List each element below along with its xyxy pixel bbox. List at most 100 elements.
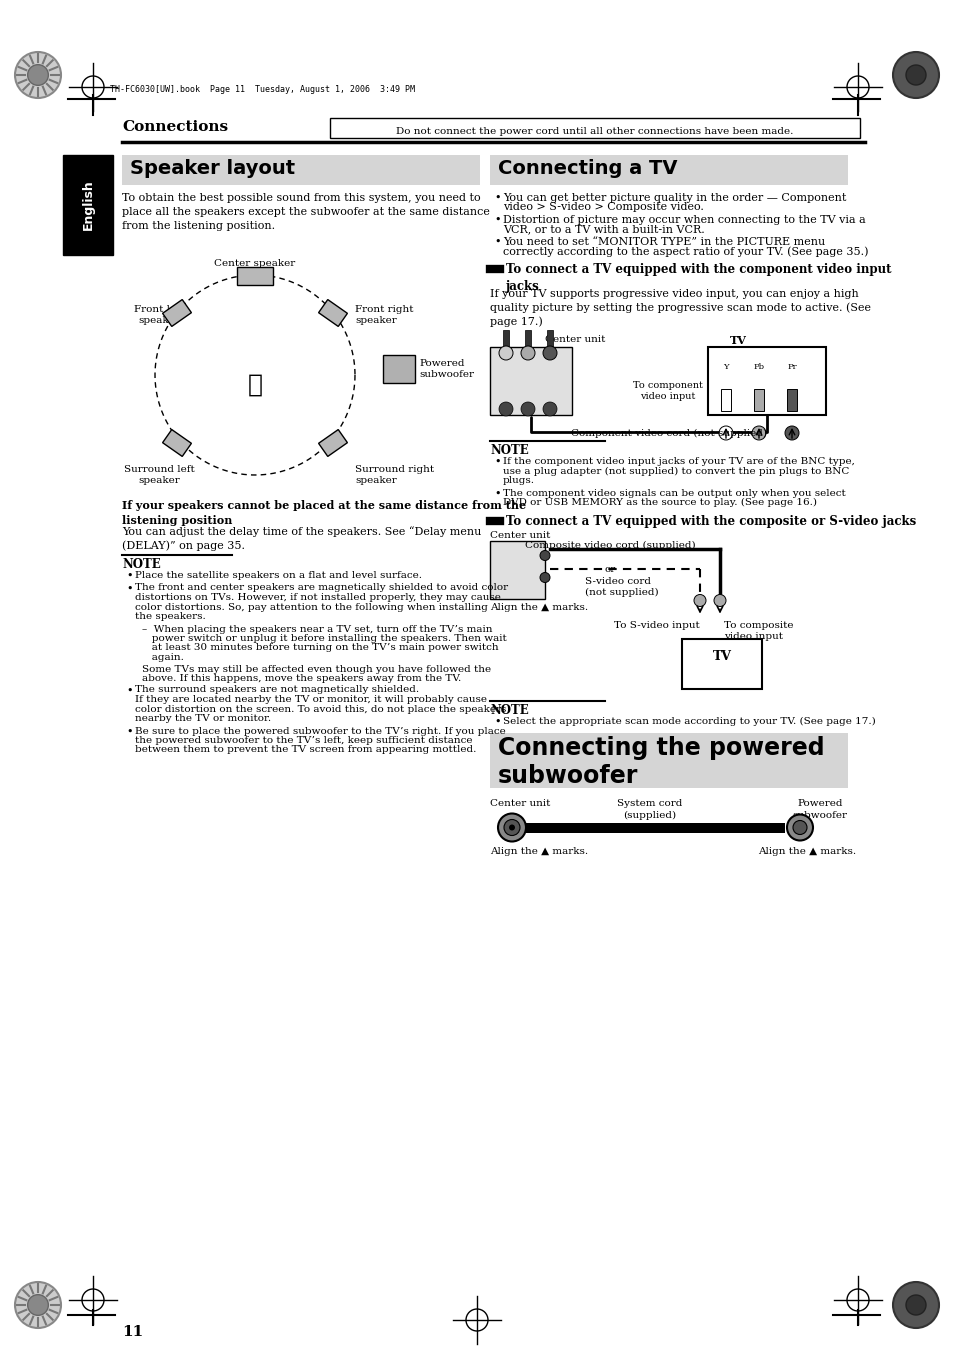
- Text: DVD or USB MEMORY as the source to play. (See page 16.): DVD or USB MEMORY as the source to play.…: [502, 499, 816, 507]
- Text: –  When placing the speakers near a TV set, turn off the TV’s main: – When placing the speakers near a TV se…: [142, 624, 492, 634]
- Bar: [525, 823, 784, 832]
- Text: You can get better picture quality in the order — Component: You can get better picture quality in th…: [502, 193, 845, 203]
- Circle shape: [520, 346, 535, 359]
- Text: •: •: [494, 215, 500, 226]
- Text: To component
video input: To component video input: [633, 381, 702, 401]
- Circle shape: [751, 426, 765, 440]
- Text: Surround right
speaker: Surround right speaker: [355, 465, 434, 485]
- Text: The component video signals can be output only when you select: The component video signals can be outpu…: [502, 489, 845, 497]
- Bar: [681, 639, 761, 689]
- Text: plugs.: plugs.: [502, 476, 535, 485]
- Bar: [490, 732, 847, 788]
- Circle shape: [784, 426, 799, 440]
- Text: If your TV supports progressive video input, you can enjoy a high
quality pictur: If your TV supports progressive video in…: [490, 289, 870, 327]
- Text: Composite video cord (supplied): Composite video cord (supplied): [524, 540, 695, 550]
- Bar: [63, 155, 112, 255]
- Text: If the component video input jacks of your TV are of the BNC type,: If the component video input jacks of yo…: [502, 457, 854, 466]
- Polygon shape: [318, 300, 347, 327]
- Text: Distortion of picture may occur when connecting to the TV via a: Distortion of picture may occur when con…: [502, 215, 864, 226]
- Circle shape: [497, 813, 525, 842]
- Polygon shape: [318, 430, 347, 457]
- Text: use a plug adapter (not supplied) to convert the pin plugs to BNC: use a plug adapter (not supplied) to con…: [502, 466, 848, 476]
- Text: distortions on TVs. However, if not installed properly, they may cause: distortions on TVs. However, if not inst…: [135, 593, 500, 603]
- Bar: [236, 267, 273, 285]
- Polygon shape: [162, 430, 192, 457]
- Text: Connecting a TV: Connecting a TV: [497, 159, 677, 178]
- Text: •: •: [126, 685, 132, 696]
- Text: •: •: [126, 571, 132, 581]
- Text: Center speaker: Center speaker: [214, 259, 295, 267]
- Text: •: •: [494, 716, 500, 727]
- Bar: [502, 330, 509, 355]
- Text: Center unit: Center unit: [544, 335, 605, 345]
- Bar: [382, 355, 415, 382]
- Bar: [786, 389, 796, 411]
- Bar: [707, 347, 825, 415]
- Text: •: •: [494, 193, 500, 203]
- Text: NOTE: NOTE: [490, 444, 528, 457]
- Text: Connecting the powered
subwoofer: Connecting the powered subwoofer: [497, 736, 823, 788]
- Circle shape: [503, 820, 519, 835]
- Text: Center unit: Center unit: [490, 531, 550, 539]
- Text: NOTE: NOTE: [122, 558, 161, 571]
- Circle shape: [28, 65, 49, 85]
- Text: To connect a TV equipped with the component video input
jacks: To connect a TV equipped with the compon…: [505, 263, 890, 293]
- Text: Connections: Connections: [122, 120, 228, 134]
- Text: Align the ▲ marks.: Align the ▲ marks.: [490, 604, 587, 612]
- Bar: [524, 330, 531, 355]
- Text: Place the satellite speakers on a flat and level surface.: Place the satellite speakers on a flat a…: [135, 571, 421, 580]
- Text: between them to prevent the TV screen from appearing mottled.: between them to prevent the TV screen fr…: [135, 746, 476, 754]
- Circle shape: [792, 820, 806, 835]
- Text: 🎧: 🎧: [247, 373, 262, 397]
- Circle shape: [498, 346, 513, 359]
- Text: power switch or unplug it before installing the speakers. Then wait: power switch or unplug it before install…: [142, 634, 506, 643]
- Text: If your speakers cannot be placed at the same distance from the
listening positi: If your speakers cannot be placed at the…: [122, 500, 525, 526]
- Text: English: English: [81, 180, 94, 231]
- Circle shape: [542, 346, 557, 359]
- Text: Align the ▲ marks.: Align the ▲ marks.: [758, 847, 855, 857]
- Circle shape: [509, 824, 515, 831]
- Text: Front left
speaker: Front left speaker: [133, 305, 184, 326]
- Text: Do not connect the power cord until all other connections have been made.: Do not connect the power cord until all …: [395, 127, 793, 136]
- Text: Center unit: Center unit: [490, 800, 550, 808]
- Text: TV: TV: [712, 650, 731, 663]
- Text: Y: Y: [722, 363, 728, 372]
- Text: nearby the TV or monitor.: nearby the TV or monitor.: [135, 713, 271, 723]
- Text: •: •: [126, 584, 132, 593]
- Text: color distortions. So, pay attention to the following when installing: color distortions. So, pay attention to …: [135, 603, 487, 612]
- Text: correctly according to the aspect ratio of your TV. (See page 35.): correctly according to the aspect ratio …: [502, 246, 867, 257]
- Text: To S-video input: To S-video input: [614, 620, 700, 630]
- Bar: [546, 330, 553, 355]
- Bar: [753, 389, 763, 411]
- Circle shape: [713, 594, 725, 607]
- Text: VCR, or to a TV with a built-in VCR.: VCR, or to a TV with a built-in VCR.: [502, 224, 704, 235]
- Bar: [490, 155, 847, 185]
- Text: •: •: [494, 236, 500, 247]
- Text: To connect a TV equipped with the composite or S-video jacks: To connect a TV equipped with the compos…: [505, 515, 915, 527]
- Text: Pb: Pb: [753, 363, 763, 372]
- Text: Powered
subwoofer: Powered subwoofer: [792, 800, 846, 820]
- Text: Be sure to place the powered subwoofer to the TV’s right. If you place: Be sure to place the powered subwoofer t…: [135, 727, 505, 735]
- Circle shape: [539, 573, 550, 582]
- Text: •: •: [126, 727, 132, 736]
- Text: You need to set “MONITOR TYPE” in the PICTURE menu: You need to set “MONITOR TYPE” in the PI…: [502, 236, 824, 247]
- Text: System cord
(supplied): System cord (supplied): [617, 800, 682, 820]
- Circle shape: [498, 403, 513, 416]
- Text: Pr: Pr: [786, 363, 796, 372]
- Text: NOTE: NOTE: [490, 704, 528, 716]
- Text: the speakers.: the speakers.: [135, 612, 206, 621]
- Text: 11: 11: [122, 1325, 143, 1339]
- Text: To obtain the best possible sound from this system, you need to
place all the sp: To obtain the best possible sound from t…: [122, 193, 489, 231]
- Text: The surround speakers are not magnetically shielded.: The surround speakers are not magnetical…: [135, 685, 418, 694]
- Text: Speaker layout: Speaker layout: [130, 159, 294, 178]
- Text: Component video cord (not supplied): Component video cord (not supplied): [571, 430, 766, 438]
- Text: The front and center speakers are magnetically shielded to avoid color: The front and center speakers are magnet…: [135, 584, 508, 593]
- Circle shape: [542, 403, 557, 416]
- Text: at least 30 minutes before turning on the TV’s main power switch: at least 30 minutes before turning on th…: [142, 643, 498, 653]
- Circle shape: [905, 65, 925, 85]
- Circle shape: [693, 594, 705, 607]
- Text: Align the ▲ marks.: Align the ▲ marks.: [490, 847, 587, 857]
- Text: Powered
subwoofer: Powered subwoofer: [418, 359, 474, 380]
- Text: again.: again.: [142, 653, 184, 662]
- Circle shape: [520, 403, 535, 416]
